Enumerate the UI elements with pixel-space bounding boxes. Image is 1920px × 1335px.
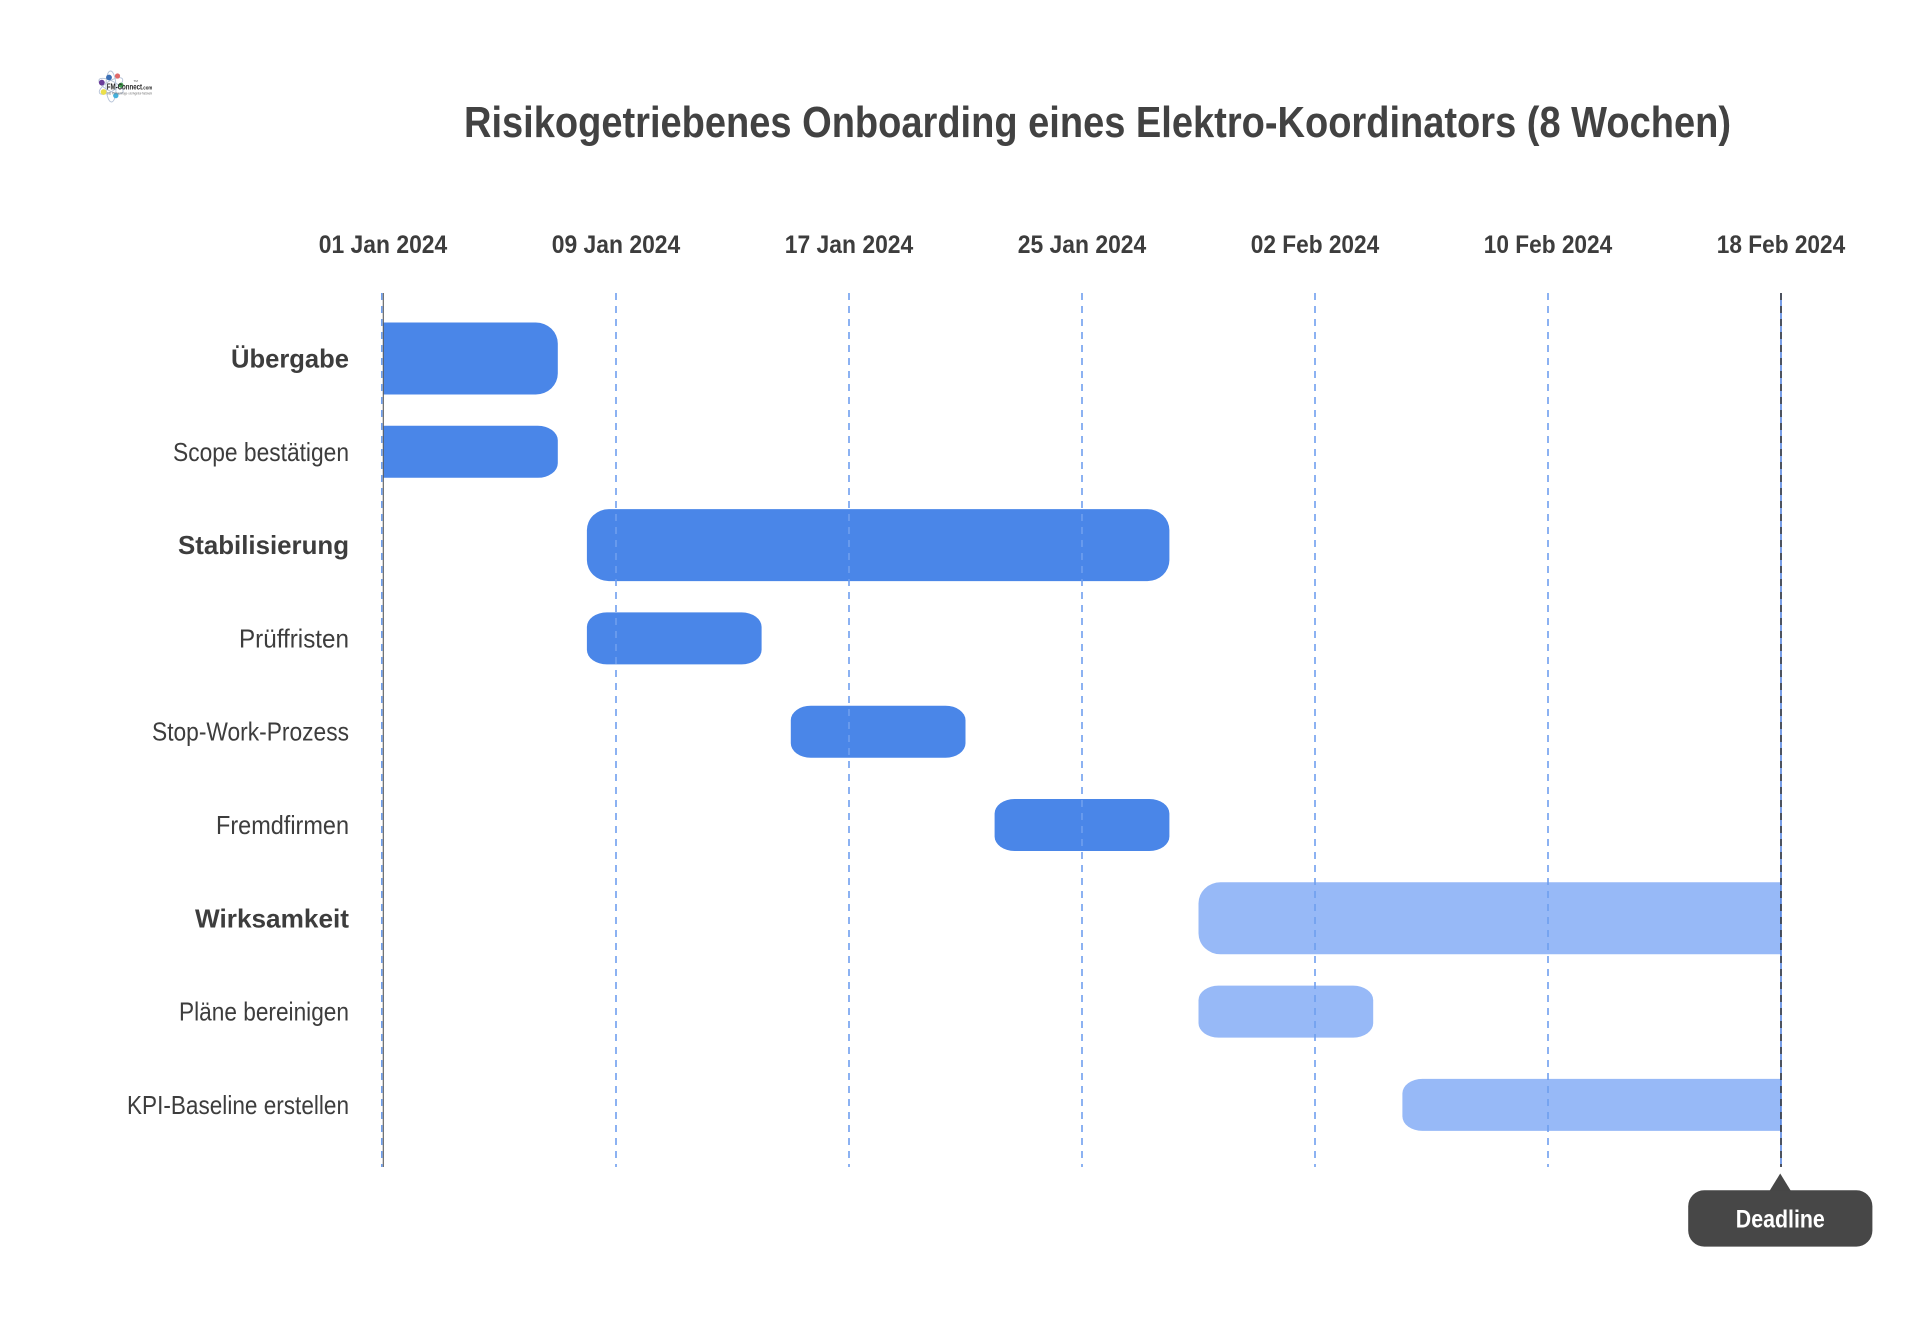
svg-text:Fremdfirmen: Fremdfirmen bbox=[216, 810, 349, 840]
svg-text:Pläne bereinigen: Pläne bereinigen bbox=[179, 997, 349, 1027]
svg-text:18 Feb 2024: 18 Feb 2024 bbox=[1717, 231, 1846, 259]
svg-text:Deadline: Deadline bbox=[1736, 1206, 1825, 1234]
svg-text:FM-Connect.com: FM-Connect.com bbox=[107, 82, 152, 91]
svg-text:02 Feb 2024: 02 Feb 2024 bbox=[1251, 231, 1380, 259]
svg-text:TM: TM bbox=[134, 79, 139, 83]
svg-text:KPI-Baseline erstellen: KPI-Baseline erstellen bbox=[127, 1090, 349, 1120]
svg-text:10 Feb 2024: 10 Feb 2024 bbox=[1484, 231, 1613, 259]
svg-text:Stop-Work-Prozess: Stop-Work-Prozess bbox=[152, 717, 349, 747]
svg-text:01 Jan 2024: 01 Jan 2024 bbox=[319, 231, 448, 259]
svg-text:Das FM-Nachfrage- und Agentur-: Das FM-Nachfrage- und Agentur-Netzwerk bbox=[107, 91, 152, 95]
svg-text:Scope bestätigen: Scope bestätigen bbox=[173, 437, 349, 467]
svg-text:25 Jan 2024: 25 Jan 2024 bbox=[1018, 231, 1147, 259]
svg-text:17 Jan 2024: 17 Jan 2024 bbox=[785, 231, 914, 259]
svg-text:Risikogetriebenes Onboarding e: Risikogetriebenes Onboarding eines Elekt… bbox=[464, 98, 1731, 147]
svg-text:Prüffristen: Prüffristen bbox=[239, 623, 349, 653]
svg-text:Übergabe: Übergabe bbox=[231, 344, 349, 374]
svg-text:Wirksamkeit: Wirksamkeit bbox=[195, 903, 349, 933]
svg-text:09 Jan 2024: 09 Jan 2024 bbox=[552, 231, 681, 259]
svg-text:Stabilisierung: Stabilisierung bbox=[178, 530, 349, 560]
